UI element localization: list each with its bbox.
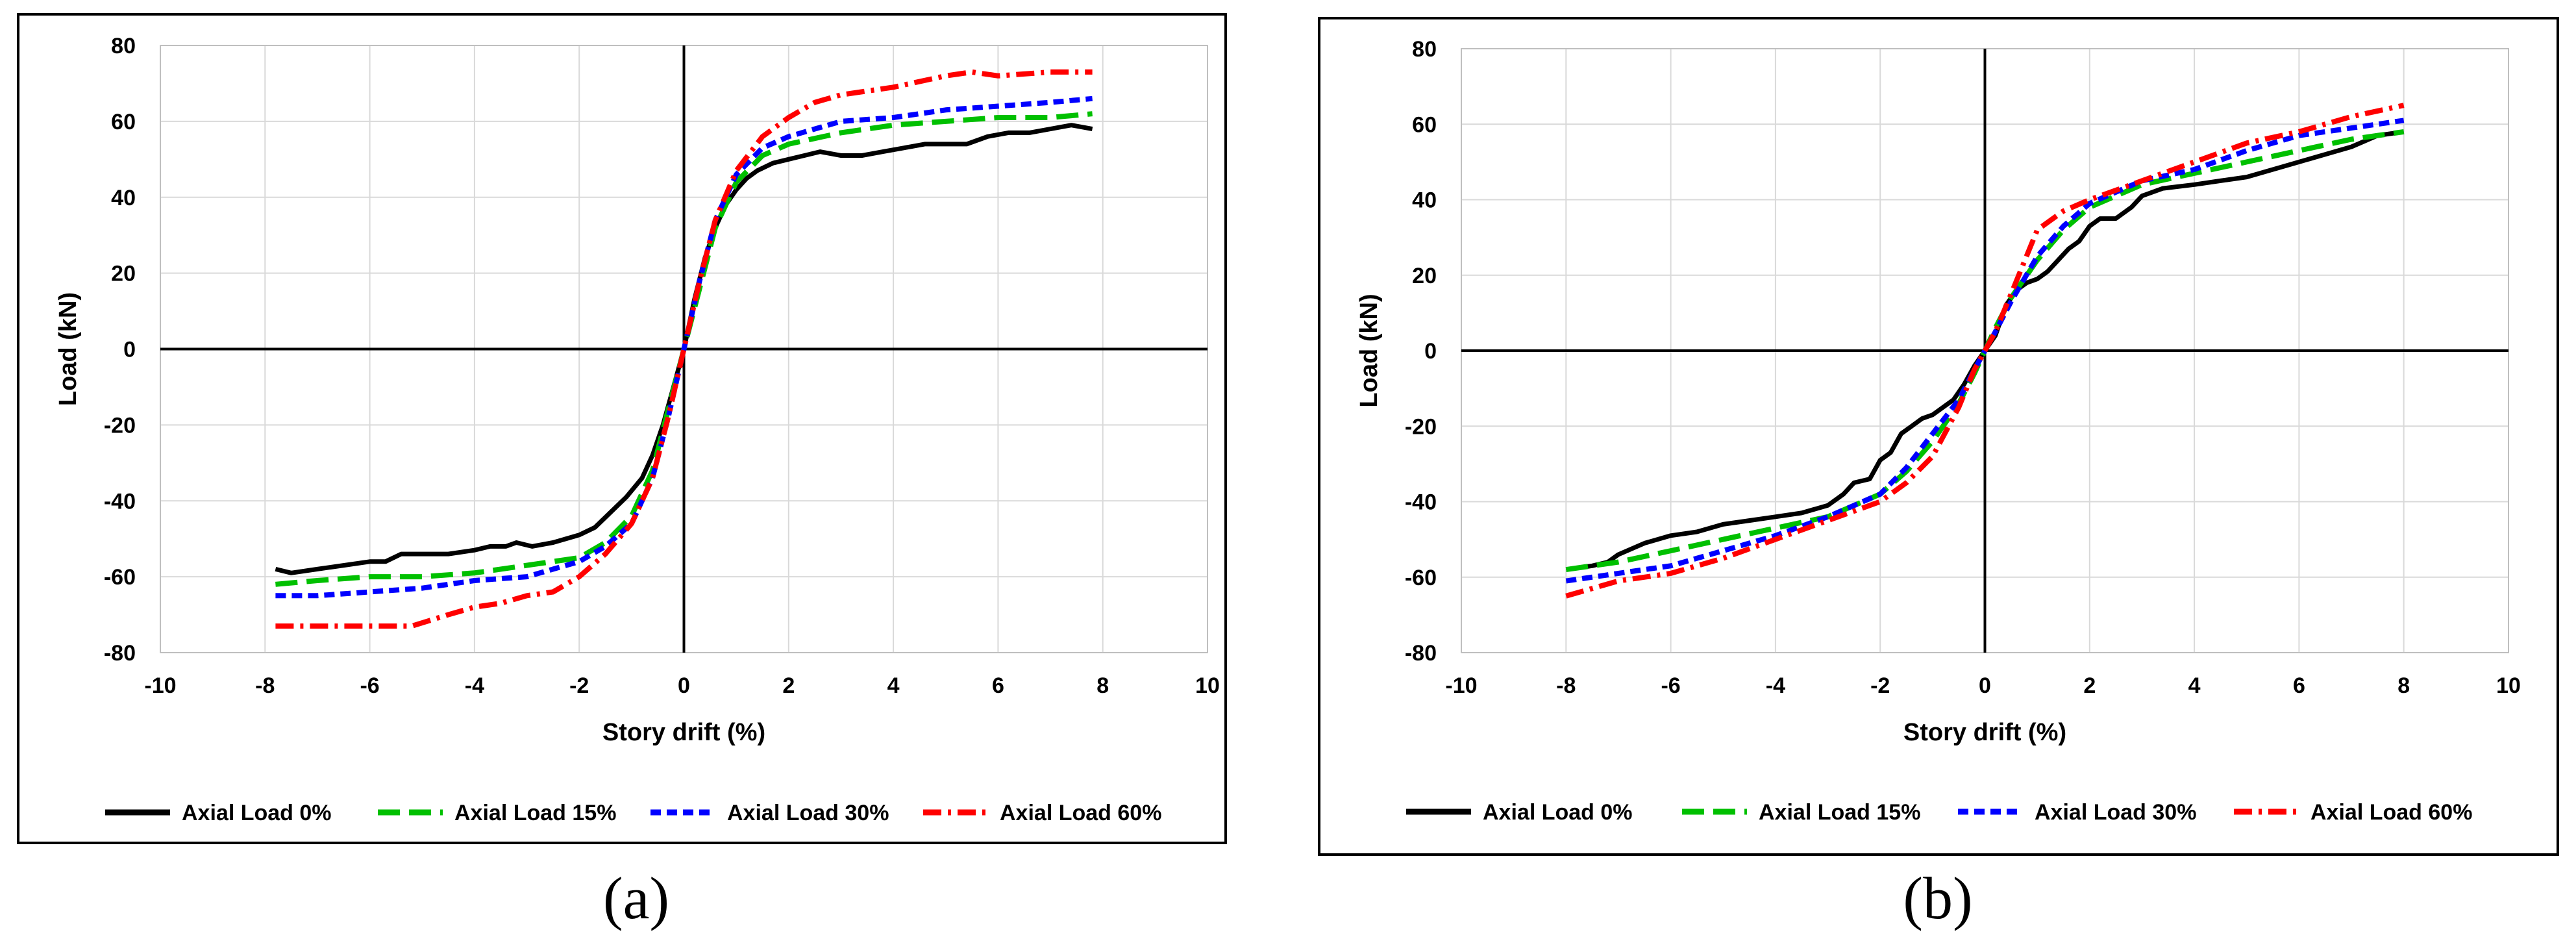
y-tick-label: -80 xyxy=(1405,641,1437,666)
caption-a: (a) xyxy=(602,865,670,931)
x-tick-label: -8 xyxy=(255,673,275,698)
series-line-2 xyxy=(275,95,1093,599)
legend-label-1: Axial Load 15% xyxy=(454,801,616,825)
x-tick-label: 10 xyxy=(1195,673,1220,698)
x-tick-label: 8 xyxy=(1096,673,1109,698)
x-tick-label: 4 xyxy=(887,673,900,698)
x-tick-label: 10 xyxy=(2496,673,2521,698)
legend-label-0: Axial Load 0% xyxy=(182,801,332,825)
chart-b: -10 -8 -6 -4 -2 0 2 4 6 8 10806040200-20-40-60-80S… xyxy=(1318,17,2559,856)
x-tick-label: -6 xyxy=(1661,673,1680,698)
y-tick-label: 80 xyxy=(1412,37,1437,62)
x-tick-label: -6 xyxy=(360,673,379,698)
chart-panel-a: -10 -8 -6 -4 -2 0 2 4 6 8 10 80 60 40 20 0 -20 -40 -60 -80 S… xyxy=(0,0,1288,857)
x-tick-label: -2 xyxy=(569,673,589,698)
y-tick-label: 60 xyxy=(1412,112,1437,137)
y-tick-label: 80 xyxy=(111,34,136,58)
x-tick-label: 2 xyxy=(2083,673,2096,698)
x-tick-label: 8 xyxy=(2397,673,2410,698)
legend-label-2: Axial Load 30% xyxy=(2035,800,2196,825)
y-tick-label: 0 xyxy=(1424,339,1437,364)
y-tick-label: -40 xyxy=(104,489,136,514)
x-tick-label: 6 xyxy=(992,673,1004,698)
x-tick-label: -4 xyxy=(1766,673,1785,698)
y-axis-title: Load (kN) xyxy=(55,292,82,406)
caption-b: (b) xyxy=(1903,865,1973,931)
x-tick-label: -10 xyxy=(1445,673,1477,698)
y-tick-label: -20 xyxy=(104,413,136,438)
legend-label-3: Axial Load 60% xyxy=(2310,800,2472,825)
chart-frame xyxy=(17,13,1227,844)
y-tick-label: -20 xyxy=(1405,414,1437,439)
x-axis-title: Story drift (%) xyxy=(602,719,765,746)
y-tick-label: -60 xyxy=(1405,566,1437,590)
x-tick-label: 6 xyxy=(2293,673,2305,698)
y-tick-label: -80 xyxy=(104,641,136,666)
y-tick-label: 20 xyxy=(111,262,136,286)
chart-panel-b: -10 -8 -6 -4 -2 0 2 4 6 8 10 80 60 40 20 0 -20 -40 -60 -80 S… xyxy=(1288,0,2576,857)
legend-label-3: Axial Load 60% xyxy=(1000,801,1161,825)
x-tick-label: -10 xyxy=(144,673,176,698)
chart-a: -10 -8 -6 -4 -2 0 2 4 6 8 10806040200-20-40-60-80S… xyxy=(17,13,1227,844)
y-tick-label: -40 xyxy=(1405,490,1437,515)
x-tick-label: -8 xyxy=(1556,673,1576,698)
y-tick-label: 0 xyxy=(123,338,136,362)
x-tick-label: -4 xyxy=(465,673,484,698)
x-axis-title: Story drift (%) xyxy=(1903,719,2066,746)
y-tick-label: 20 xyxy=(1412,264,1437,288)
legend-label-2: Axial Load 30% xyxy=(727,801,889,825)
y-tick-label: 40 xyxy=(111,186,136,210)
y-tick-label: 60 xyxy=(111,110,136,134)
y-tick-label: -60 xyxy=(104,565,136,590)
y-axis-title: Load (kN) xyxy=(1356,294,1383,407)
y-tick-label: 40 xyxy=(1412,188,1437,213)
series-line-3 xyxy=(275,69,1093,629)
legend-label-0: Axial Load 0% xyxy=(1483,800,1633,825)
series-line-3 xyxy=(1565,103,2405,599)
x-tick-label: -2 xyxy=(1870,673,1890,698)
legend-label-1: Axial Load 15% xyxy=(1759,800,1920,825)
x-tick-label: 0 xyxy=(1979,673,1991,698)
x-tick-label: 2 xyxy=(782,673,795,698)
x-tick-label: 0 xyxy=(678,673,690,698)
x-tick-label: 4 xyxy=(2188,673,2201,698)
